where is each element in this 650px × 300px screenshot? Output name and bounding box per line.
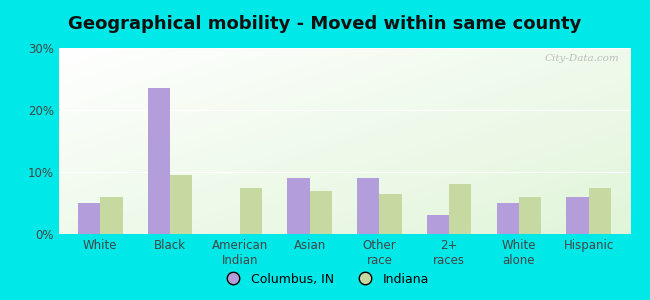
Bar bbox=[240, 188, 262, 234]
Bar bbox=[357, 178, 380, 234]
Text: City-Data.com: City-Data.com bbox=[544, 54, 619, 63]
Bar bbox=[566, 197, 589, 234]
Bar bbox=[519, 197, 541, 234]
Bar bbox=[78, 203, 100, 234]
Bar bbox=[380, 194, 402, 234]
Text: Geographical mobility - Moved within same county: Geographical mobility - Moved within sam… bbox=[68, 15, 582, 33]
Bar bbox=[170, 175, 192, 234]
Bar bbox=[427, 215, 449, 234]
Bar bbox=[100, 197, 123, 234]
Bar bbox=[449, 184, 471, 234]
Bar bbox=[309, 190, 332, 234]
Bar bbox=[497, 203, 519, 234]
Legend: Columbus, IN, Indiana: Columbus, IN, Indiana bbox=[216, 268, 434, 291]
Bar bbox=[589, 188, 611, 234]
Bar bbox=[287, 178, 309, 234]
Bar bbox=[148, 88, 170, 234]
